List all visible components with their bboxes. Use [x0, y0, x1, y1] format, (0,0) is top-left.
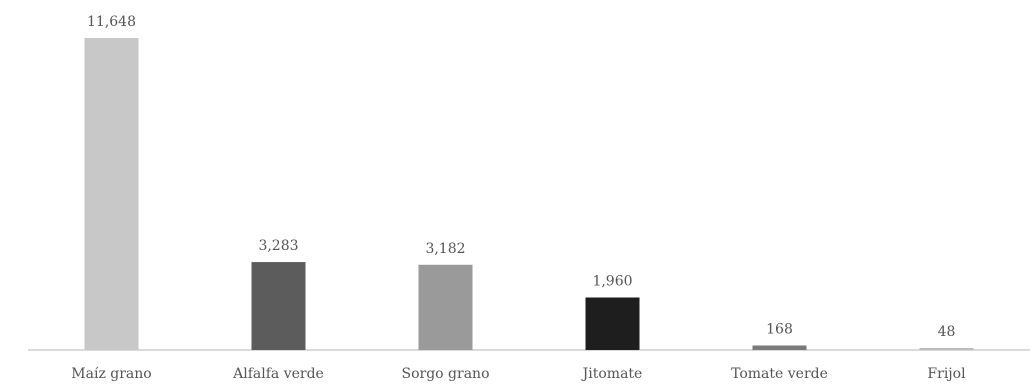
value-labels-group: 11,648 3,283 3,182 1,960 168 48: [87, 14, 955, 340]
data-label-maiz-grano: 11,648: [87, 14, 136, 30]
category-label-sorgo-grano: Sorgo grano: [402, 366, 490, 382]
data-label-alfalfa-verde: 3,283: [258, 238, 298, 254]
bars-group: [84, 38, 974, 350]
bar-maiz-grano: [84, 38, 139, 350]
data-label-tomate-verde: 168: [766, 322, 793, 338]
bar-frijol: [919, 348, 974, 350]
bar-tomate-verde: [752, 345, 807, 350]
category-label-tomate-verde: Tomate verde: [731, 366, 828, 382]
bar-sorgo-grano: [418, 264, 473, 350]
category-label-jitomate: Jitomate: [581, 366, 643, 382]
data-label-jitomate: 1,960: [592, 274, 632, 290]
bar-jitomate: [585, 297, 640, 350]
bar-alfalfa-verde: [251, 262, 306, 350]
category-label-maiz-grano: Maíz grano: [71, 366, 151, 382]
category-label-alfalfa-verde: Alfalfa verde: [232, 366, 324, 382]
category-label-frijol: Frijol: [927, 366, 966, 382]
data-label-sorgo-grano: 3,182: [425, 241, 465, 257]
category-labels-group: Maíz grano Alfalfa verde Sorgo grano Jitoma…: [71, 366, 966, 382]
data-label-frijol: 48: [938, 324, 956, 340]
